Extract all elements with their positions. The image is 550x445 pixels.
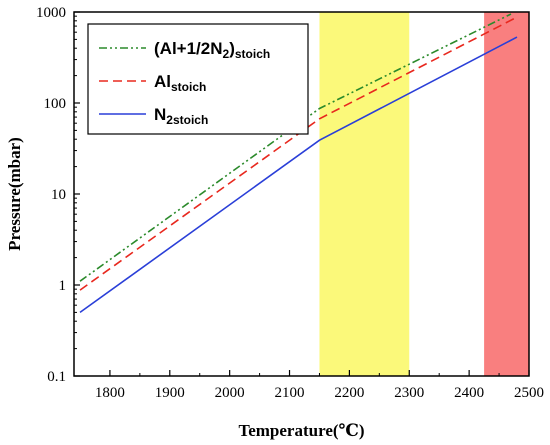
legend: (Al+1/2N2)stoich Alstoich N2stoich — [87, 23, 309, 135]
y-tick-label: 1000 — [36, 5, 66, 21]
x-tick-label: 2000 — [215, 385, 245, 401]
legend-box — [87, 23, 309, 135]
shaded-regions — [319, 12, 529, 376]
y-axis-title: Pressure(mbar) — [5, 137, 24, 251]
y-tick-label: 100 — [44, 96, 67, 112]
x-tick-label: 1800 — [95, 385, 125, 401]
legend-label-2: Alstoich — [154, 72, 206, 94]
x-tick-label: 2100 — [275, 385, 305, 401]
y-tick-label: 10 — [51, 187, 66, 203]
x-tick-label: 2400 — [454, 385, 484, 401]
x-axis-ticks: 1800 1900 2000 2100 2200 2300 2400 2500 — [95, 370, 544, 401]
series-line-3 — [79, 36, 518, 314]
y-tick-label: 1 — [59, 278, 67, 294]
series-line-2 — [79, 16, 518, 291]
legend-label-3: N2stoich — [154, 105, 208, 127]
x-axis-title: Temperature(℃) — [238, 421, 364, 440]
x-tick-label: 2300 — [394, 385, 424, 401]
series-line-1 — [79, 13, 512, 282]
x-tick-label: 2200 — [334, 385, 364, 401]
y-axis-ticks: 0.1 1 10 100 1000 — [36, 5, 80, 385]
x-tick-label: 2500 — [514, 385, 544, 401]
x-tick-label: 1900 — [155, 385, 185, 401]
legend-label-1: (Al+1/2N2)stoich — [154, 39, 270, 61]
series-layer — [79, 13, 518, 314]
shaded-region-1 — [319, 12, 410, 376]
shaded-region-2 — [484, 12, 529, 376]
y-tick-label: 0.1 — [47, 369, 66, 385]
